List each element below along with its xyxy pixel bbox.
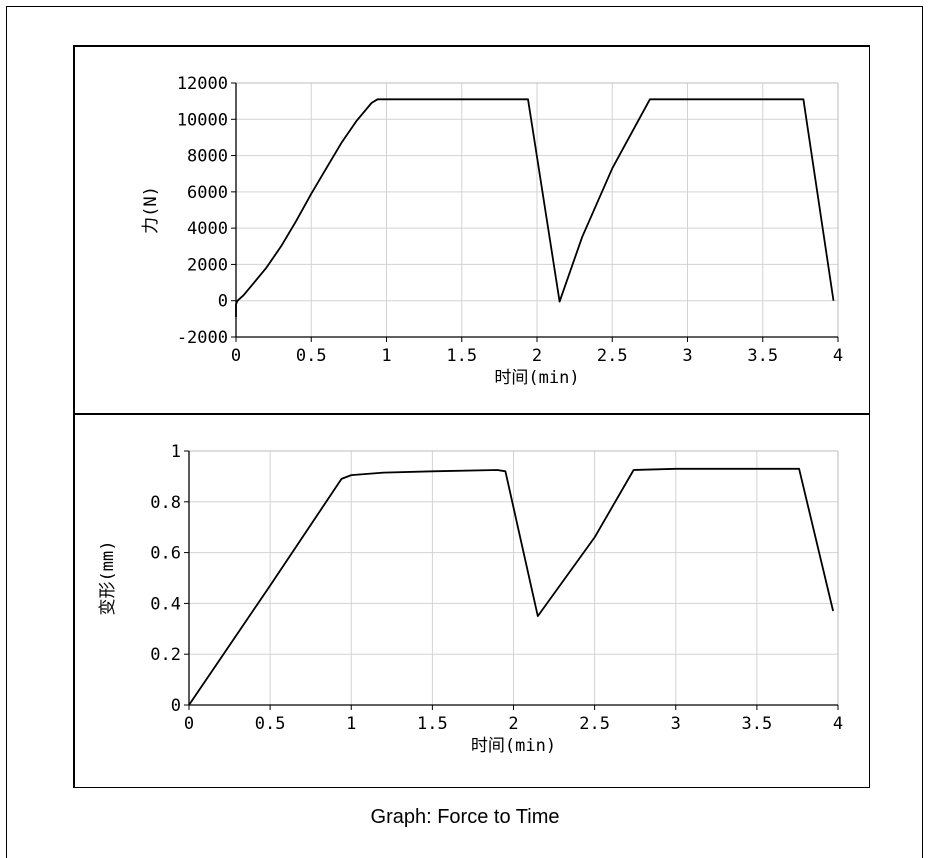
x-tick-label: 4	[833, 346, 843, 366]
y-axis-title: 力(N)	[141, 186, 161, 234]
x-tick-label: 0	[231, 346, 241, 366]
y-tick-label: 0	[218, 292, 228, 312]
y-tick-label: 0.8	[150, 493, 181, 513]
x-tick-label: 3	[682, 346, 692, 366]
x-tick-label: 0.5	[255, 714, 286, 734]
x-tick-label: 0	[184, 714, 194, 734]
x-tick-label: 3.5	[742, 714, 773, 734]
y-tick-label: -2000	[177, 328, 228, 348]
y-axis-title: 变形(mm)	[98, 541, 118, 616]
y-tick-label: 4000	[187, 219, 228, 239]
x-tick-label: 3.5	[747, 346, 778, 366]
x-tick-label: 2.5	[597, 346, 628, 366]
deformation-chart: 0 0.2 0.4 0.6 0.8 1 0 0.5 1 1.5 2 2.5 3 3.5 4 时间(min) 变形…	[98, 442, 843, 756]
series-line	[188, 467, 834, 706]
y-tick-label: 8000	[187, 147, 228, 167]
plot-panel-box	[73, 45, 870, 788]
y-tick-label: 12000	[177, 74, 228, 94]
figure-caption: Graph: Force to Time	[370, 806, 560, 828]
y-tick-label: 1	[171, 442, 181, 462]
x-tick-label: 0.5	[296, 346, 327, 366]
x-tick-label: 1.5	[446, 346, 477, 366]
x-tick-label: 2	[532, 346, 542, 366]
panel-divider	[73, 413, 870, 415]
x-tick-label: 4	[833, 714, 843, 734]
y-tick-label: 6000	[187, 183, 228, 203]
figure-frame	[6, 6, 923, 858]
y-tick-label: 0	[171, 696, 181, 716]
x-tick-label: 1.5	[417, 714, 448, 734]
y-tick-label: 0.2	[150, 645, 181, 665]
x-tick-label: 2	[508, 714, 518, 734]
y-tick-label: 0.6	[150, 544, 181, 564]
y-tick-label: 0.4	[150, 594, 181, 614]
x-axis-title: 时间(min)	[494, 368, 579, 388]
x-tick-label: 2.5	[579, 714, 610, 734]
x-tick-label: 1	[381, 346, 391, 366]
series-line	[235, 98, 835, 317]
y-tick-label: 2000	[187, 255, 228, 275]
x-tick-label: 1	[346, 714, 356, 734]
x-axis-title: 时间(min)	[471, 736, 556, 756]
y-tick-label: 10000	[177, 110, 228, 130]
x-tick-label: 3	[671, 714, 681, 734]
